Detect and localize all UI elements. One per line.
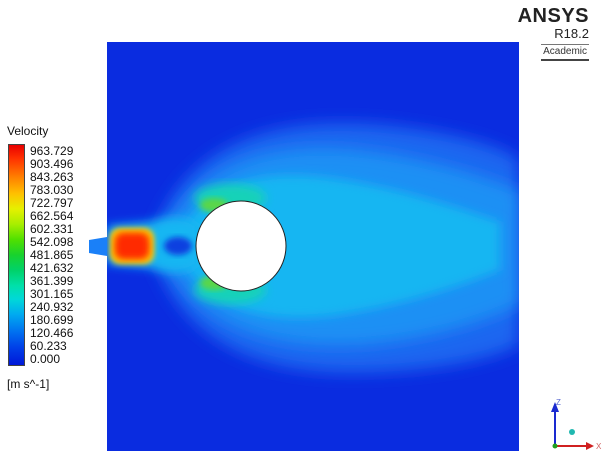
x-axis-arrow <box>586 442 594 450</box>
velocity-contours <box>107 123 519 373</box>
origin-dot <box>552 443 558 449</box>
legend-tick-label: 301.165 <box>30 287 74 301</box>
legend-tick-label: 361.399 <box>30 274 74 288</box>
inlet-nozzle <box>89 237 107 256</box>
stagnation-zone <box>164 237 192 255</box>
jet-core <box>116 234 148 258</box>
legend-tick-label: 722.797 <box>30 196 74 210</box>
legend-tick-label: 963.729 <box>30 144 74 158</box>
color-legend-bar <box>8 144 25 366</box>
legend-tick-label: 542.098 <box>30 235 74 249</box>
legend-units: [m s^-1] <box>7 377 50 391</box>
legend-tick-label: 120.466 <box>30 326 74 340</box>
axis-triad: Z X <box>551 398 602 451</box>
legend-tick-label: 602.331 <box>30 222 74 236</box>
z-axis-label: Z <box>556 398 561 407</box>
legend-tick-label: 180.699 <box>30 313 74 327</box>
legend-tick-label: 843.263 <box>30 170 74 184</box>
brand-version: R18.2 <box>554 26 589 41</box>
legend-tick-label: 662.564 <box>30 209 74 223</box>
legend-tick-label: 60.233 <box>30 339 67 353</box>
ansys-logo: ANSYS R18.2 Academic <box>509 6 589 61</box>
brand-name: ANSYS <box>517 5 589 27</box>
legend-tick-label: 0.000 <box>30 352 61 366</box>
y-axis-dot <box>569 429 575 435</box>
z-axis-arrow <box>551 402 559 412</box>
legend-title: Velocity <box>7 124 49 138</box>
legend-tick-label: 783.030 <box>30 183 74 197</box>
legend-tick-label: 903.496 <box>30 157 74 171</box>
legend-tick-label: 240.932 <box>30 300 74 314</box>
brand-license: Academic <box>541 44 589 61</box>
legend-tick-label: 481.865 <box>30 248 74 262</box>
x-axis-label: X <box>596 442 602 451</box>
legend-tick-label: 421.632 <box>30 261 74 275</box>
cylinder <box>195 200 287 292</box>
